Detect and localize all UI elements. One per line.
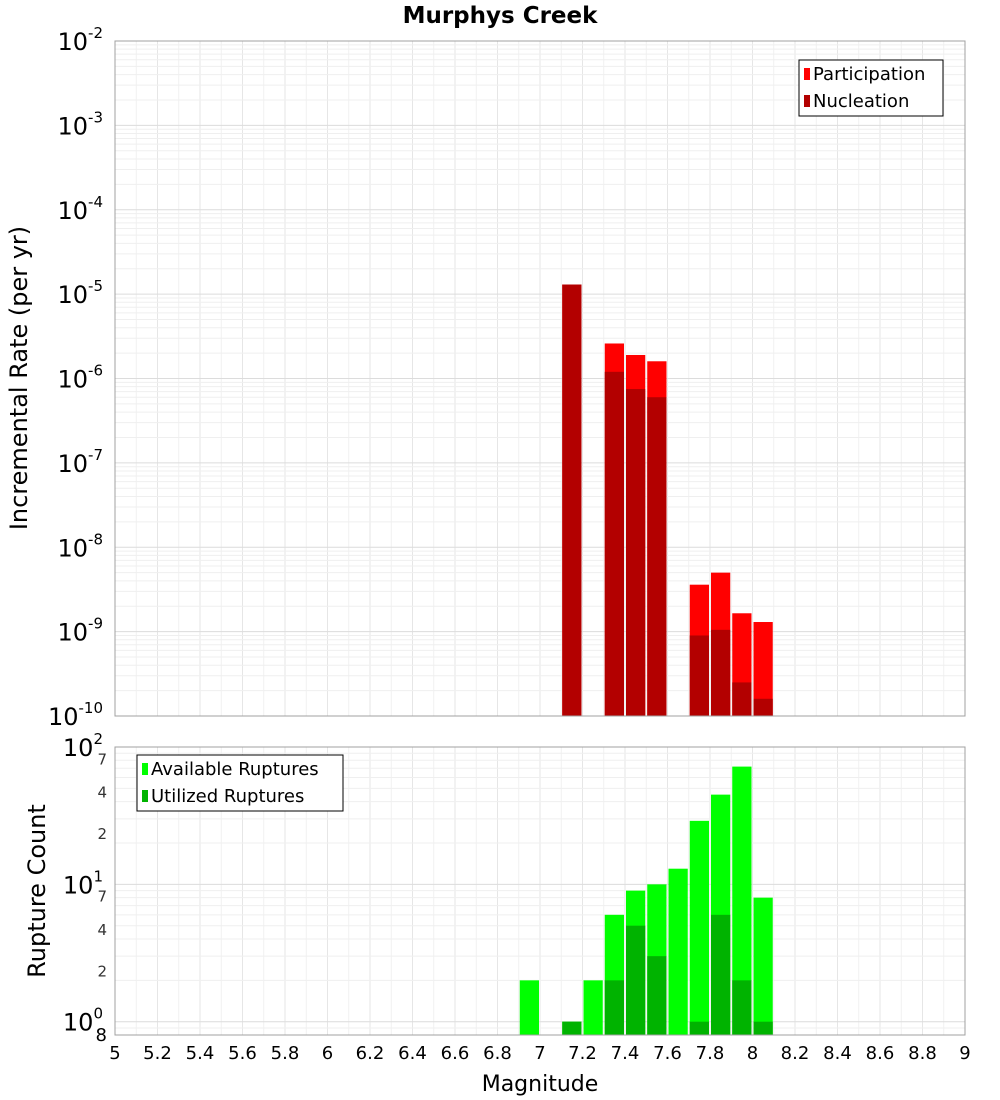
y-tick-label: 10-3 <box>57 108 103 140</box>
legend-label: Participation <box>813 64 925 85</box>
bar-available-ruptures <box>668 868 688 1035</box>
bar-available-ruptures <box>753 897 773 1035</box>
bar-nucleation <box>647 397 667 716</box>
bar-participation <box>753 622 773 716</box>
bar-utilized-ruptures <box>753 1021 773 1035</box>
rate-plot-frame <box>114 40 966 717</box>
y-minor-tick-label: 8 <box>96 1025 107 1046</box>
bar-nucleation <box>711 629 731 716</box>
x-tick-label: 8.8 <box>908 1043 937 1064</box>
y-minor-tick-label: 7 <box>97 750 107 768</box>
legend-swatch <box>142 790 148 802</box>
y-tick-label: 10-9 <box>57 615 103 647</box>
y-minor-tick-label: 2 <box>97 825 107 843</box>
x-tick-label: 5.8 <box>271 1043 300 1064</box>
x-tick-label: 5.6 <box>228 1043 257 1064</box>
rate-y-axis-label: Incremental Rate (per yr) <box>5 226 33 530</box>
bar-available-ruptures <box>519 980 539 1035</box>
bar-utilized-ruptures <box>604 980 624 1035</box>
y-minor-tick-label: 4 <box>97 921 107 939</box>
y-tick-label: 10-5 <box>57 277 103 309</box>
bar-nucleation <box>626 389 646 716</box>
x-tick-label: 8.2 <box>781 1043 810 1064</box>
bar-nucleation <box>562 284 582 716</box>
x-tick-label: 7.8 <box>696 1043 725 1064</box>
count-plot-frame <box>114 746 966 1036</box>
legend-box <box>798 59 944 117</box>
y-tick-label: 10-4 <box>57 193 103 225</box>
x-tick-label: 7.2 <box>568 1043 597 1064</box>
bar-available-ruptures <box>689 820 709 1035</box>
x-tick-label: 6.2 <box>356 1043 385 1064</box>
y-tick-label: 10-10 <box>48 699 103 731</box>
y-tick-label: 10-7 <box>57 446 103 478</box>
rate-legend: Participation Nucleation <box>798 59 944 117</box>
rate-panel: 10-10 10-9 10-8 10-7 10-6 10-5 10-4 10-3 10-2 Par… <box>48 24 966 731</box>
legend-swatch <box>804 95 810 107</box>
y-minor-tick-label: 4 <box>97 784 107 802</box>
bar-available-ruptures <box>583 980 603 1035</box>
x-tick-label: 6.4 <box>398 1043 427 1064</box>
legend-label: Utilized Ruptures <box>151 786 304 807</box>
x-axis: 5 5.2 5.4 5.6 5.8 6 6.2 6.4 6.6 6.8 7 7.2 7.4 7.6 7.8 8… <box>109 1043 970 1064</box>
bar-nucleation <box>753 698 773 716</box>
count-panel: 100 101 102 8 2 4 7 2 4 7 Available Ruptures Utiliz… <box>63 730 966 1046</box>
legend-swatch <box>804 68 810 80</box>
x-tick-label: 6 <box>322 1043 333 1064</box>
bar-utilized-ruptures <box>626 925 646 1035</box>
bar-utilized-ruptures <box>647 956 667 1035</box>
y-tick-label: 101 <box>63 867 103 899</box>
x-tick-label: 8 <box>747 1043 758 1064</box>
x-tick-label: 5 <box>109 1043 120 1064</box>
legend-label: Available Ruptures <box>151 759 319 780</box>
y-tick-label: 10-6 <box>57 362 103 394</box>
count-y-axis-label: Rupture Count <box>23 804 51 978</box>
x-tick-label: 6.8 <box>483 1043 512 1064</box>
x-tick-label: 8.4 <box>823 1043 852 1064</box>
x-tick-label: 7.6 <box>653 1043 682 1064</box>
y-tick-label: 10-8 <box>57 530 103 562</box>
bar-available-ruptures <box>732 766 752 1035</box>
x-tick-label: 7.4 <box>611 1043 640 1064</box>
y-minor-tick-label: 7 <box>97 888 107 906</box>
bar-utilized-ruptures <box>711 914 731 1035</box>
bar-nucleation <box>604 371 624 716</box>
x-tick-label: 7 <box>534 1043 545 1064</box>
legend-box <box>136 754 344 812</box>
y-tick-label: 10-2 <box>57 24 103 56</box>
bar-nucleation <box>689 635 709 716</box>
x-tick-label: 5.4 <box>186 1043 215 1064</box>
legend-label: Nucleation <box>813 91 909 112</box>
legend-swatch <box>142 763 148 775</box>
count-legend: Available Ruptures Utilized Ruptures <box>136 754 344 812</box>
bar-utilized-ruptures <box>562 1021 582 1035</box>
y-minor-tick-label: 2 <box>97 962 107 980</box>
chart-title: Murphys Creek <box>403 3 599 29</box>
x-tick-label: 9 <box>959 1043 970 1064</box>
x-tick-label: 6.6 <box>441 1043 470 1064</box>
x-tick-label: 8.6 <box>866 1043 895 1064</box>
y-tick-label: 102 <box>63 730 103 762</box>
bar-utilized-ruptures <box>732 980 752 1035</box>
y-tick-label: 100 <box>63 1005 103 1037</box>
x-axis-label: Magnitude <box>482 1072 599 1097</box>
x-tick-label: 5.2 <box>143 1043 172 1064</box>
bar-nucleation <box>732 682 752 716</box>
bar-utilized-ruptures <box>689 1021 709 1035</box>
